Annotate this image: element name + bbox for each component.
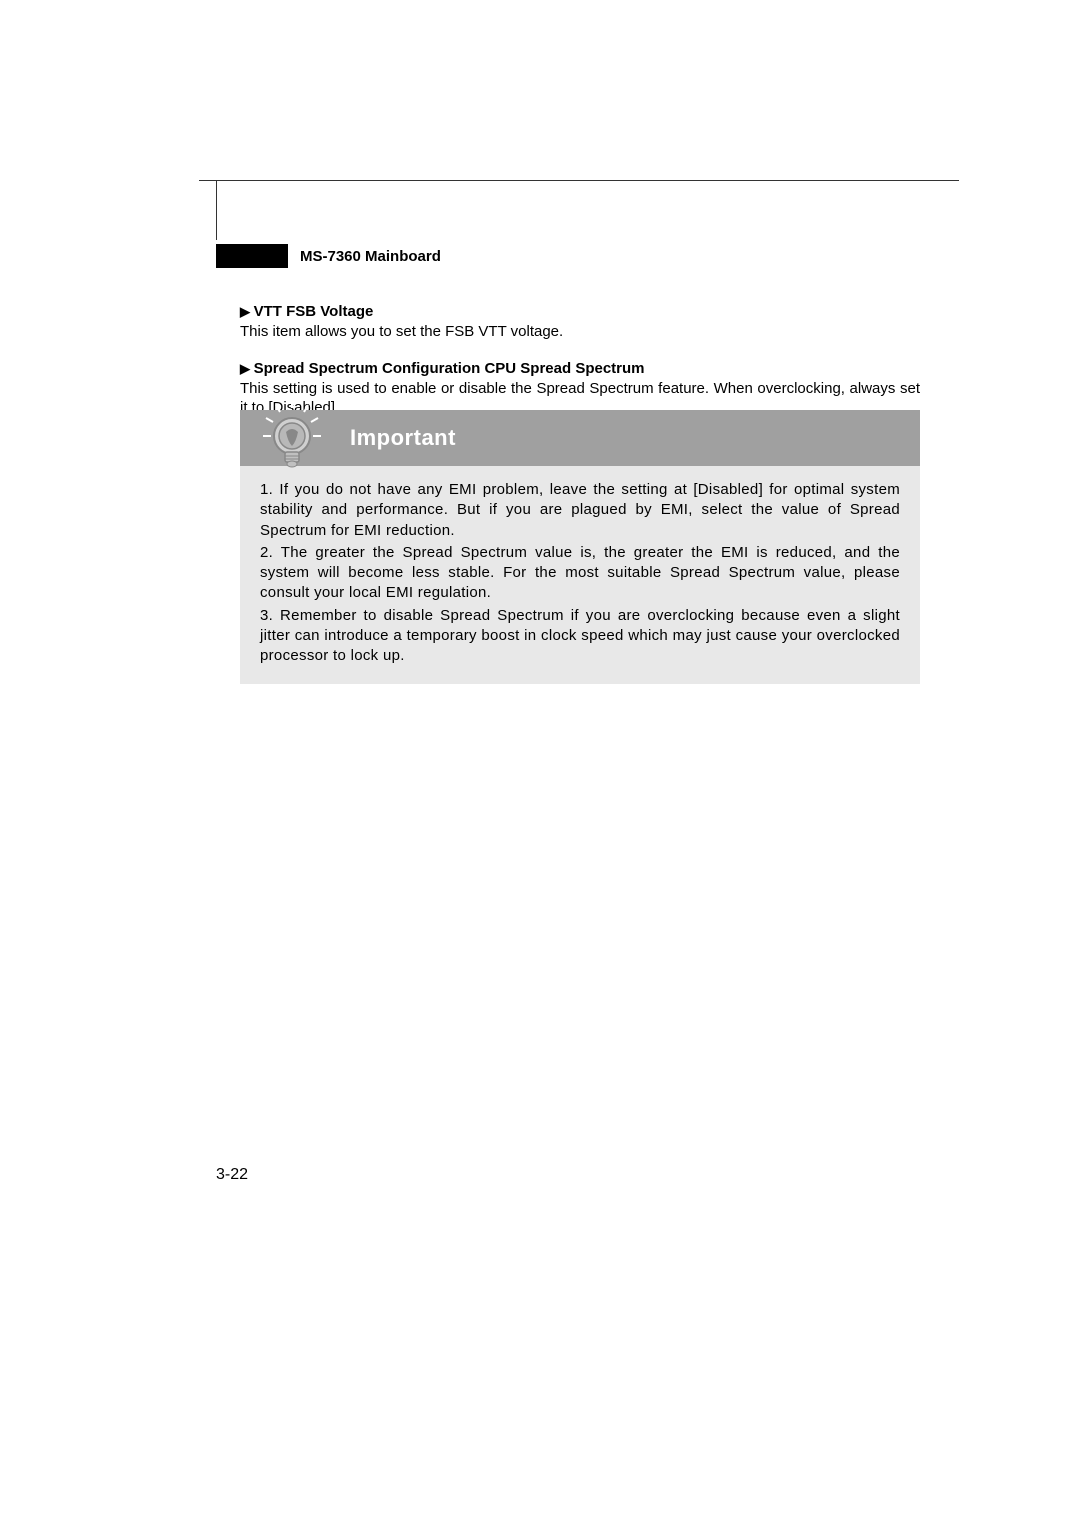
- important-item-text: If you do not have any EMI problem, leav…: [260, 481, 900, 539]
- vtt-heading-text: VTT FSB Voltage: [254, 303, 374, 320]
- page-header-title: MS-7360 Mainboard: [300, 248, 441, 265]
- section-heading-spread: ▶ Spread Spectrum Configuration CPU Spre…: [240, 360, 645, 377]
- important-callout: Important 1. If you do not have any EMI …: [240, 410, 920, 684]
- lightbulb-icon: [258, 398, 326, 476]
- page-vertical-rule: [216, 180, 217, 240]
- section-heading-vtt: ▶ VTT FSB Voltage: [240, 303, 373, 320]
- section-spread: ▶ Spread Spectrum Configuration CPU Spre…: [240, 359, 920, 418]
- important-item: 2. The greater the Spread Spectrum value…: [260, 543, 900, 604]
- spread-heading-text: Spread Spectrum Configuration CPU Spread…: [254, 360, 645, 377]
- important-item: 1. If you do not have any EMI problem, l…: [260, 480, 900, 541]
- arrow-icon: ▶: [240, 304, 254, 319]
- arrow-icon: ▶: [240, 361, 254, 376]
- vtt-body-text: This item allows you to set the FSB VTT …: [240, 323, 563, 340]
- important-title: Important: [350, 425, 456, 451]
- important-body: 1. If you do not have any EMI problem, l…: [240, 466, 920, 684]
- important-item-text: The greater the Spread Spectrum value is…: [260, 544, 900, 602]
- page-top-border: [199, 180, 959, 181]
- section-vtt: ▶ VTT FSB Voltage This item allows you t…: [240, 302, 920, 341]
- important-header: Important: [240, 410, 920, 466]
- page-number: 3-22: [216, 1166, 248, 1184]
- important-item-text: Remember to disable Spread Spectrum if y…: [260, 607, 900, 665]
- important-item: 3. Remember to disable Spread Spectrum i…: [260, 606, 900, 667]
- header-black-bar: [216, 244, 288, 268]
